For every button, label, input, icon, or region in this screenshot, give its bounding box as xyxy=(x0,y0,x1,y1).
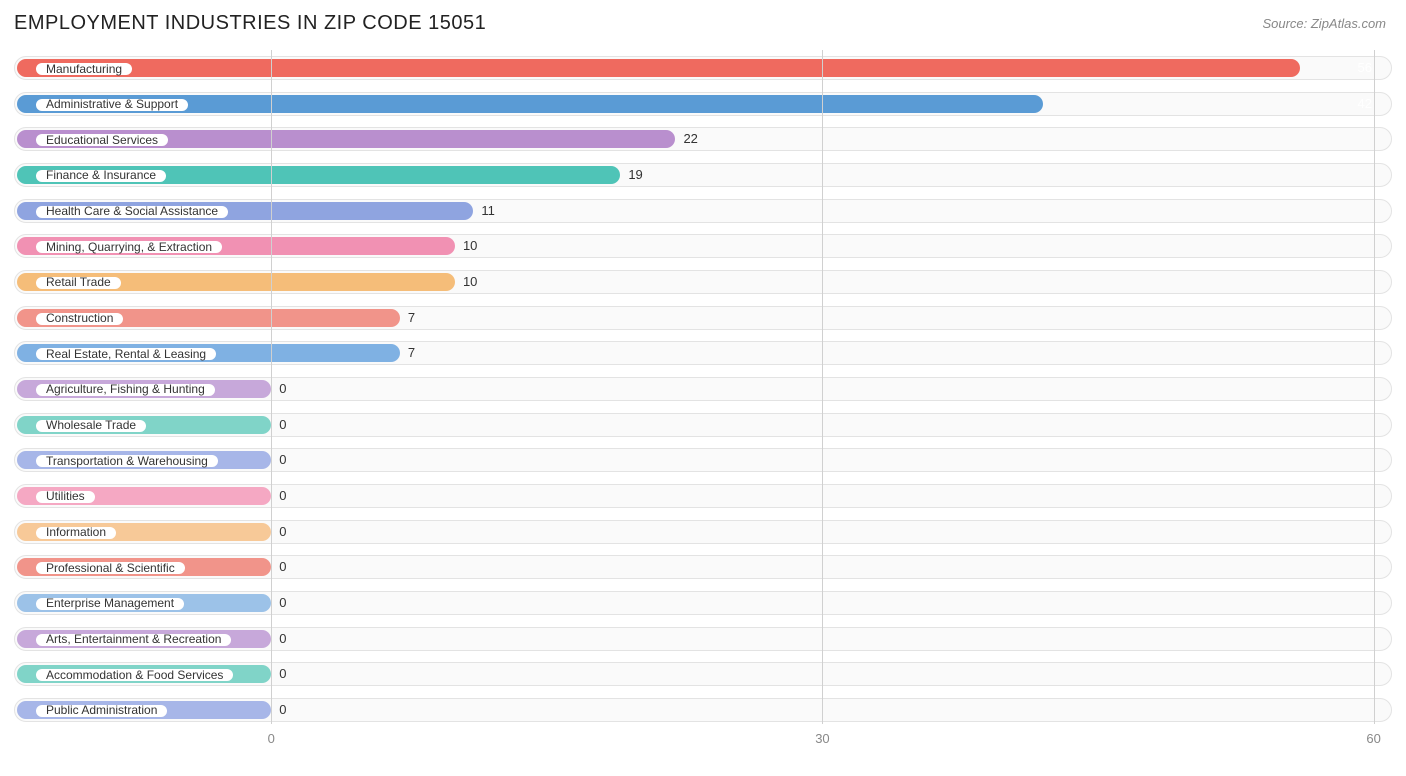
bar-row: Manufacturing56 xyxy=(14,54,1392,82)
bar-row: Information 0 xyxy=(14,518,1392,546)
bar-label: Educational Services xyxy=(34,132,170,148)
bar-row: Utilities 0 xyxy=(14,482,1392,510)
bar-label: Retail Trade xyxy=(34,275,123,291)
bar-label: Real Estate, Rental & Leasing xyxy=(34,346,218,362)
bar-label: Wholesale Trade xyxy=(34,418,148,434)
bar-row: Mining, Quarrying, & Extraction 10 xyxy=(14,232,1392,260)
bar-value: 11 xyxy=(481,202,495,220)
bar-label: Professional & Scientific xyxy=(34,560,187,576)
bar-row: Accommodation & Food Services 0 xyxy=(14,660,1392,688)
bar-value: 56 xyxy=(99,59,1382,77)
bar-row: Real Estate, Rental & Leasing 7 xyxy=(14,339,1392,367)
chart-title: EMPLOYMENT INDUSTRIES IN ZIP CODE 15051 xyxy=(14,12,486,35)
bar-row: Finance & Insurance 19 xyxy=(14,161,1392,189)
bar-row: Retail Trade 10 xyxy=(14,268,1392,296)
gridline xyxy=(1374,50,1375,724)
bar-row: Agriculture, Fishing & Hunting 0 xyxy=(14,375,1392,403)
bar-value: 0 xyxy=(279,558,286,576)
bar-row: Administrative & Support 42 xyxy=(14,90,1392,118)
bar-label: Information xyxy=(34,525,118,541)
bar-label: Enterprise Management xyxy=(34,596,186,612)
bar-value: 19 xyxy=(628,166,642,184)
bar-label: Accommodation & Food Services xyxy=(34,667,235,683)
bar-value: 7 xyxy=(408,309,415,327)
bar-row: Construction 7 xyxy=(14,304,1392,332)
bar-value: 0 xyxy=(279,523,286,541)
x-axis-tick: 0 xyxy=(268,731,275,746)
bar-label: Transportation & Warehousing xyxy=(34,453,220,469)
gridline xyxy=(271,50,272,724)
x-axis-labels: 0 30 60 xyxy=(14,726,1392,746)
bar-label: Finance & Insurance xyxy=(34,168,168,184)
bar-value: 0 xyxy=(279,701,286,719)
bar-value: 42 xyxy=(356,95,1382,113)
gridline xyxy=(822,50,823,724)
bar-label: Public Administration xyxy=(34,703,169,719)
bar-value: 0 xyxy=(279,416,286,434)
bar-value: 0 xyxy=(279,487,286,505)
bar-value: 0 xyxy=(279,594,286,612)
bar-value: 0 xyxy=(279,665,286,683)
bars-region: Manufacturing56 Administrative & Support 4… xyxy=(14,54,1392,724)
x-axis-tick: 30 xyxy=(815,731,829,746)
bar-row: Transportation & Warehousing 0 xyxy=(14,446,1392,474)
bar-label: Construction xyxy=(34,311,125,327)
bar-row: Arts, Entertainment & Recreation 0 xyxy=(14,625,1392,653)
bar-value: 10 xyxy=(463,237,477,255)
bar-label: Mining, Quarrying, & Extraction xyxy=(34,239,224,255)
bar-value: 0 xyxy=(279,451,286,469)
bar-value: 0 xyxy=(279,380,286,398)
chart-area: Manufacturing56 Administrative & Support 4… xyxy=(14,50,1392,746)
bar-row: Wholesale Trade 0 xyxy=(14,411,1392,439)
bar-value: 22 xyxy=(683,130,697,148)
bar-label: Administrative & Support xyxy=(34,97,190,113)
bar-value: 10 xyxy=(463,273,477,291)
bar-row: Educational Services 22 xyxy=(14,125,1392,153)
x-axis-tick: 60 xyxy=(1366,731,1380,746)
bar-row: Health Care & Social Assistance 11 xyxy=(14,197,1392,225)
bar-label: Utilities xyxy=(34,489,97,505)
bar-row: Enterprise Management 0 xyxy=(14,589,1392,617)
bar-row: Public Administration 0 xyxy=(14,696,1392,724)
bar-label: Arts, Entertainment & Recreation xyxy=(34,632,233,648)
bar-label: Agriculture, Fishing & Hunting xyxy=(34,382,217,398)
bar-row: Professional & Scientific 0 xyxy=(14,553,1392,581)
bar-value: 0 xyxy=(279,630,286,648)
bar-label: Health Care & Social Assistance xyxy=(34,204,230,220)
bar-value: 7 xyxy=(408,344,415,362)
chart-container: EMPLOYMENT INDUSTRIES IN ZIP CODE 15051 … xyxy=(0,0,1406,776)
source-label: Source: ZipAtlas.com xyxy=(1262,16,1386,31)
